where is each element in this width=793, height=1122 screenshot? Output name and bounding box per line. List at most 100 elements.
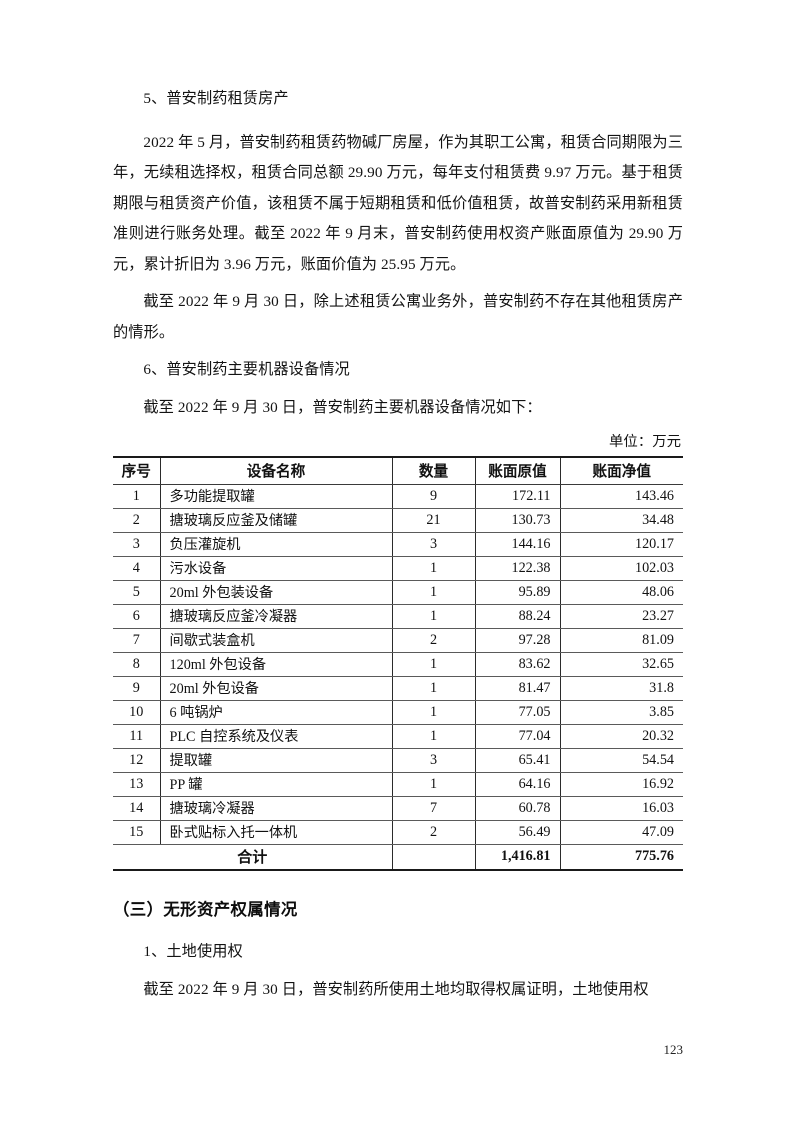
equipment-intro-paragraph: 截至 2022 年 9 月 30 日，普安制药主要机器设备情况如下：	[143, 398, 542, 416]
cell-name: 20ml 外包装设备	[159, 579, 393, 605]
cell-net-value: 31.8	[559, 675, 683, 701]
table-row: 11 PLC 自控系统及仪表 1 77.04 20.32	[113, 723, 683, 749]
cell-net-value: 32.65	[559, 651, 683, 677]
cell-net-value: 47.09	[559, 819, 683, 845]
cell-net-value: 3.85	[559, 699, 683, 725]
cell-qty: 7	[391, 795, 476, 821]
cell-original-value: 130.73	[474, 507, 561, 533]
cell-name: 间歇式装盒机	[159, 627, 393, 653]
table-row: 4 污水设备 1 122.38 102.03	[113, 555, 683, 581]
total-qty	[391, 843, 476, 871]
cell-net-value: 20.32	[559, 723, 683, 749]
cell-no: 8	[113, 651, 161, 677]
cell-original-value: 60.78	[474, 795, 561, 821]
cell-name: 污水设备	[159, 555, 393, 581]
land-use-right-paragraph: 截至 2022 年 9 月 30 日，普安制药所使用土地均取得权属证明，土地使用…	[143, 980, 649, 998]
cell-qty: 1	[391, 723, 476, 749]
cell-name: PLC 自控系统及仪表	[159, 723, 393, 749]
total-original-value: 1,416.81	[474, 843, 561, 871]
cell-name: 提取罐	[159, 747, 393, 773]
column-header-no: 序号	[113, 456, 161, 485]
equipment-section-heading: 6、普安制药主要机器设备情况	[143, 361, 350, 378]
cell-net-value: 120.17	[559, 531, 683, 557]
table-row: 7 间歇式装盒机 2 97.28 81.09	[113, 627, 683, 653]
table-row: 6 搪玻璃反应釜冷凝器 1 88.24 23.27	[113, 603, 683, 629]
cell-name: 搪玻璃冷凝器	[159, 795, 393, 821]
cell-name: 负压灌旋机	[159, 531, 393, 557]
cell-name: 搪玻璃反应釜及储罐	[159, 507, 393, 533]
table-row: 3 负压灌旋机 3 144.16 120.17	[113, 531, 683, 557]
cell-no: 15	[113, 819, 161, 845]
cell-qty: 9	[391, 483, 476, 509]
cell-name: 6 吨锅炉	[159, 699, 393, 725]
cell-qty: 1	[391, 675, 476, 701]
cell-qty: 2	[391, 627, 476, 653]
column-header-qty: 数量	[391, 456, 476, 485]
cell-name: 搪玻璃反应釜冷凝器	[159, 603, 393, 629]
cell-original-value: 81.47	[474, 675, 561, 701]
cell-name: 120ml 外包设备	[159, 651, 393, 677]
cell-qty: 3	[391, 531, 476, 557]
column-header-net: 账面净值	[559, 456, 683, 485]
cell-qty: 1	[391, 603, 476, 629]
cell-no: 3	[113, 531, 161, 557]
cell-original-value: 77.04	[474, 723, 561, 749]
cell-original-value: 65.41	[474, 747, 561, 773]
cell-no: 9	[113, 675, 161, 701]
lease-paragraph-1: 2022 年 5 月，普安制药租赁药物碱厂房屋，作为其职工公寓，租赁合同期限为三…	[113, 133, 683, 273]
table-row: 2 搪玻璃反应釜及储罐 21 130.73 34.48	[113, 507, 683, 533]
table-header-row: 序号 设备名称 数量 账面原值 账面净值	[113, 456, 683, 485]
cell-no: 6	[113, 603, 161, 629]
table-row: 14 搪玻璃冷凝器 7 60.78 16.03	[113, 795, 683, 821]
column-header-name: 设备名称	[159, 456, 393, 485]
cell-original-value: 56.49	[474, 819, 561, 845]
cell-original-value: 77.05	[474, 699, 561, 725]
land-use-right-heading: 1、土地使用权	[143, 943, 243, 960]
cell-qty: 2	[391, 819, 476, 845]
table-total-row: 合计 1,416.81 775.76	[113, 843, 683, 871]
cell-no: 5	[113, 579, 161, 605]
total-net-value: 775.76	[559, 843, 683, 871]
intangible-assets-heading: （三）无形资产权属情况	[113, 901, 298, 919]
cell-original-value: 64.16	[474, 771, 561, 797]
cell-name: PP 罐	[159, 771, 393, 797]
cell-original-value: 144.16	[474, 531, 561, 557]
equipment-table: 序号 设备名称 数量 账面原值 账面净值 1 多功能提取罐 9 172.11 1…	[113, 456, 683, 871]
table-row: 1 多功能提取罐 9 172.11 143.46	[113, 483, 683, 509]
lease-paragraph-2: 截至 2022 年 9 月 30 日，除上述租赁公寓业务外，普安制药不存在其他租…	[113, 293, 683, 341]
cell-original-value: 83.62	[474, 651, 561, 677]
table-row: 12 提取罐 3 65.41 54.54	[113, 747, 683, 773]
table-row: 10 6 吨锅炉 1 77.05 3.85	[113, 699, 683, 725]
cell-net-value: 16.03	[559, 795, 683, 821]
cell-original-value: 97.28	[474, 627, 561, 653]
cell-original-value: 172.11	[474, 483, 561, 509]
cell-no: 2	[113, 507, 161, 533]
cell-net-value: 34.48	[559, 507, 683, 533]
cell-original-value: 88.24	[474, 603, 561, 629]
cell-net-value: 143.46	[559, 483, 683, 509]
cell-name: 卧式贴标入托一体机	[159, 819, 393, 845]
cell-name: 20ml 外包设备	[159, 675, 393, 701]
cell-name: 多功能提取罐	[159, 483, 393, 509]
cell-qty: 21	[391, 507, 476, 533]
cell-qty: 1	[391, 699, 476, 725]
cell-net-value: 16.92	[559, 771, 683, 797]
cell-qty: 1	[391, 651, 476, 677]
cell-net-value: 54.54	[559, 747, 683, 773]
cell-net-value: 102.03	[559, 555, 683, 581]
table-unit-label: 单位：万元	[609, 434, 681, 450]
cell-no: 11	[113, 723, 161, 749]
table-row: 8 120ml 外包设备 1 83.62 32.65	[113, 651, 683, 677]
table-body: 1 多功能提取罐 9 172.11 143.46 2 搪玻璃反应釜及储罐 21 …	[113, 483, 683, 871]
lease-section-heading: 5、普安制药租赁房产	[143, 90, 289, 107]
cell-no: 10	[113, 699, 161, 725]
cell-no: 14	[113, 795, 161, 821]
table-row: 15 卧式贴标入托一体机 2 56.49 47.09	[113, 819, 683, 845]
column-header-orig: 账面原值	[474, 456, 561, 485]
table-row: 9 20ml 外包设备 1 81.47 31.8	[113, 675, 683, 701]
table-row: 5 20ml 外包装设备 1 95.89 48.06	[113, 579, 683, 605]
page-content: 5、普安制药租赁房产 2022 年 5 月，普安制药租赁药物碱厂房屋，作为其职工…	[113, 84, 683, 1012]
total-label: 合计	[113, 843, 393, 871]
cell-no: 12	[113, 747, 161, 773]
